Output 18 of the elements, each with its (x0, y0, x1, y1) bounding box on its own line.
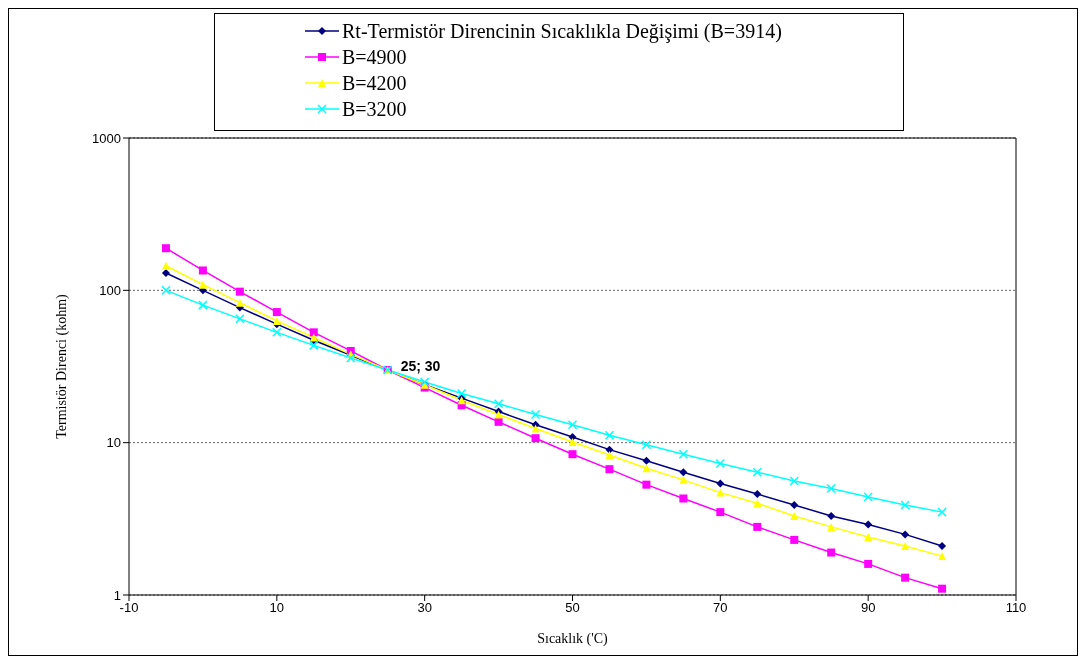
y-axis-title: Termistör Direnci (kohm) (53, 293, 70, 439)
annotation: 25; 30 (400, 357, 441, 374)
legend-label: Rt-Termistör Direncinin Sıcaklıkla Değişimi (B=3914) (342, 19, 782, 44)
x-tick-label: 110 (1005, 600, 1027, 616)
y-tick-label: 1000 (92, 130, 121, 146)
x-tick-label: 70 (713, 600, 728, 616)
y-tick-label: 1 (113, 587, 121, 603)
x-tick-label: 50 (565, 600, 580, 616)
y-tick-label: 100 (99, 282, 121, 298)
y-tick-label: 10 (106, 435, 121, 451)
x-axis-title: Sıcaklık ('C) (537, 631, 609, 647)
x-tick-label: 30 (417, 600, 432, 616)
legend-label: B=4900 (342, 45, 407, 70)
legend-label: B=4200 (342, 71, 407, 96)
legend-label: B=3200 (342, 97, 407, 122)
x-tick-label: 10 (269, 600, 285, 616)
x-tick-label: -10 (119, 600, 139, 616)
x-tick-label: 90 (860, 600, 876, 616)
